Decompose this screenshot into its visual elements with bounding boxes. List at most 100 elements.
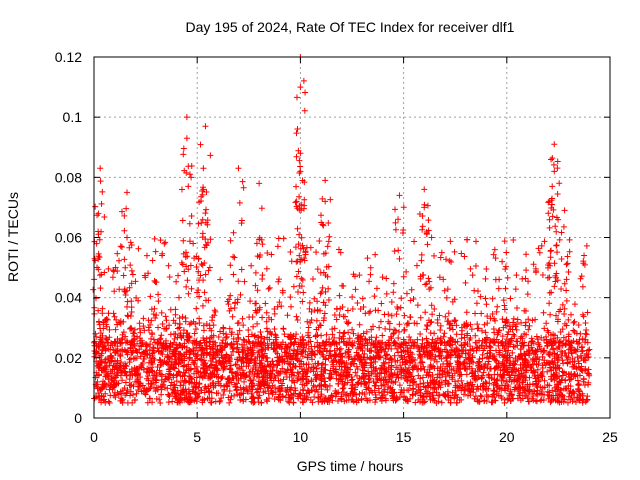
- data-point-plus: [336, 329, 343, 336]
- data-point-plus: [175, 360, 182, 367]
- data-point-plus: [313, 326, 320, 333]
- data-point-plus: [392, 358, 399, 365]
- data-point-plus: [322, 250, 329, 257]
- data-point-plus: [299, 177, 306, 184]
- data-point-plus: [298, 361, 305, 368]
- data-point-plus: [279, 339, 286, 346]
- data-point-plus: [513, 272, 520, 279]
- data-point-plus: [333, 352, 340, 359]
- data-point-plus: [132, 396, 139, 403]
- data-point-plus: [312, 333, 319, 340]
- data-point-plus: [256, 234, 263, 241]
- data-point-plus: [564, 253, 571, 260]
- data-point-plus: [354, 300, 361, 307]
- data-point-plus: [402, 342, 409, 349]
- data-point-plus: [168, 358, 175, 365]
- data-point-plus: [301, 382, 308, 389]
- x-tick-label: 5: [193, 429, 201, 445]
- data-point-plus: [113, 316, 120, 323]
- data-point-plus: [396, 321, 403, 328]
- data-point-plus: [266, 362, 273, 369]
- data-point-plus: [258, 357, 265, 364]
- data-point-plus: [98, 397, 105, 404]
- data-point-plus: [157, 399, 164, 406]
- data-point-plus: [485, 358, 492, 365]
- data-point-plus: [344, 320, 351, 327]
- data-point-plus: [220, 324, 227, 331]
- data-point-plus: [217, 342, 224, 349]
- data-point-plus: [122, 379, 129, 386]
- data-point-plus: [466, 336, 473, 343]
- data-point-plus: [496, 327, 503, 334]
- data-point-plus: [97, 178, 104, 185]
- data-point-plus: [546, 289, 553, 296]
- data-point-plus: [548, 197, 555, 204]
- data-point-plus: [271, 310, 278, 317]
- data-point-plus: [556, 180, 563, 187]
- data-point-plus: [455, 369, 462, 376]
- data-point-plus: [153, 312, 160, 319]
- data-point-plus: [252, 332, 258, 339]
- data-point-plus: [179, 217, 186, 224]
- data-point-plus: [504, 331, 511, 338]
- data-point-plus: [534, 366, 541, 373]
- data-point-plus: [361, 370, 368, 377]
- data-point-plus: [562, 377, 569, 384]
- data-point-plus: [585, 347, 592, 354]
- data-point-plus: [513, 366, 520, 373]
- data-point-plus: [242, 396, 249, 403]
- data-point-plus: [202, 369, 209, 376]
- data-point-plus: [518, 352, 525, 359]
- data-point-plus: [541, 377, 548, 384]
- data-point-plus: [492, 255, 499, 262]
- data-point-plus: [197, 272, 204, 279]
- data-point-plus: [546, 351, 553, 358]
- data-point-plus: [491, 371, 498, 378]
- data-point-plus: [193, 344, 200, 351]
- data-point-plus: [155, 324, 162, 331]
- data-point-plus: [145, 317, 152, 324]
- data-point-plus: [188, 174, 195, 181]
- data-point-plus: [552, 272, 559, 279]
- data-point-plus: [183, 351, 190, 358]
- data-point-plus: [329, 331, 336, 338]
- data-point-plus: [440, 276, 447, 283]
- data-point-plus: [336, 358, 343, 365]
- data-point-plus: [240, 184, 247, 191]
- data-point-plus: [124, 312, 131, 319]
- data-point-plus: [511, 376, 518, 383]
- data-point-plus: [217, 397, 224, 404]
- data-point-plus: [422, 281, 429, 288]
- data-point-plus: [547, 364, 554, 371]
- data-point-plus: [448, 259, 455, 266]
- data-point-plus: [393, 394, 400, 401]
- data-point-plus: [229, 313, 236, 320]
- data-point-plus: [252, 307, 259, 314]
- data-point-plus: [217, 328, 224, 335]
- data-point-plus: [489, 310, 496, 317]
- data-point-plus: [112, 326, 119, 333]
- data-point-plus: [202, 339, 209, 346]
- data-point-plus: [540, 309, 547, 316]
- data-point-plus: [298, 283, 305, 290]
- x-tick-label: 25: [602, 429, 618, 445]
- data-point-plus: [171, 389, 178, 396]
- data-point-plus: [449, 341, 456, 348]
- data-point-plus: [255, 399, 262, 406]
- data-point-plus: [298, 256, 305, 263]
- data-point-plus: [396, 255, 403, 262]
- data-point-plus: [209, 314, 216, 321]
- data-point-plus: [101, 213, 108, 220]
- data-point-plus: [175, 368, 182, 375]
- data-point-plus: [388, 299, 395, 306]
- data-point-plus: [580, 378, 587, 385]
- data-point-plus: [162, 313, 169, 320]
- data-point-plus: [570, 372, 577, 379]
- data-point-plus: [451, 395, 458, 402]
- data-point-plus: [503, 316, 510, 323]
- data-point-plus: [173, 361, 180, 368]
- data-point-plus: [549, 213, 556, 220]
- data-point-plus: [293, 94, 300, 101]
- data-point-plus: [322, 198, 329, 205]
- data-point-plus: [265, 344, 272, 351]
